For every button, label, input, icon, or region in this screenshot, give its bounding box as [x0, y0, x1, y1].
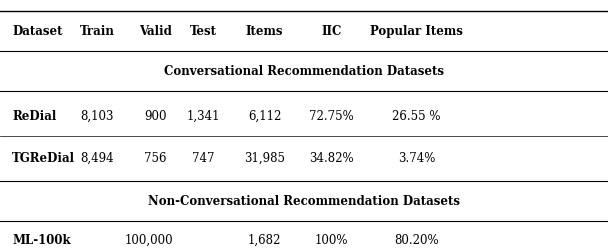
Text: TGReDial: TGReDial	[12, 152, 75, 165]
Text: 3.74%: 3.74%	[398, 152, 435, 165]
Text: IIC: IIC	[321, 25, 342, 38]
Text: 747: 747	[192, 152, 215, 165]
Text: 756: 756	[143, 152, 167, 165]
Text: 26.55 %: 26.55 %	[392, 110, 441, 123]
Text: ML-100k: ML-100k	[12, 234, 71, 246]
Text: 34.82%: 34.82%	[309, 152, 354, 165]
Text: Conversational Recommendation Datasets: Conversational Recommendation Datasets	[164, 65, 444, 78]
Text: 1,682: 1,682	[248, 234, 281, 246]
Text: 72.75%: 72.75%	[309, 110, 354, 123]
Text: 31,985: 31,985	[244, 152, 285, 165]
Text: 100,000: 100,000	[125, 234, 173, 246]
Text: Valid: Valid	[139, 25, 171, 38]
Text: Test: Test	[190, 25, 217, 38]
Text: 100%: 100%	[314, 234, 348, 246]
Text: 8,494: 8,494	[80, 152, 114, 165]
Text: 1,341: 1,341	[187, 110, 221, 123]
Text: ReDial: ReDial	[12, 110, 57, 123]
Text: Popular Items: Popular Items	[370, 25, 463, 38]
Text: 8,103: 8,103	[80, 110, 114, 123]
Text: Dataset: Dataset	[12, 25, 63, 38]
Text: 80.20%: 80.20%	[394, 234, 439, 246]
Text: Items: Items	[246, 25, 283, 38]
Text: 6,112: 6,112	[248, 110, 281, 123]
Text: 900: 900	[143, 110, 167, 123]
Text: Train: Train	[80, 25, 115, 38]
Text: Non-Conversational Recommendation Datasets: Non-Conversational Recommendation Datase…	[148, 195, 460, 208]
